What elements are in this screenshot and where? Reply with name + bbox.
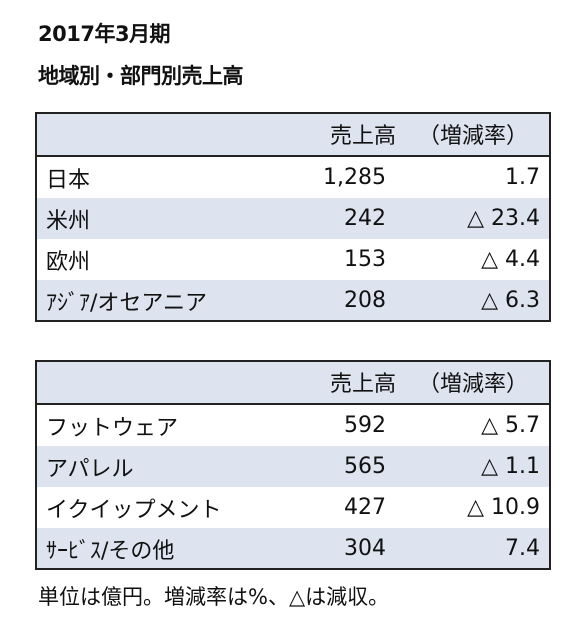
table-row: 日本 1,285 1.7: [36, 156, 550, 198]
region-change: △ 6.3: [396, 280, 550, 321]
segment-sales: 592: [246, 404, 396, 446]
segment-change: △ 10.9: [396, 487, 550, 528]
segment-name: ｻｰﾋﾞｽ/その他: [36, 528, 246, 569]
header-blank: [36, 113, 246, 156]
table-header-row: 売上高 （増減率）: [36, 361, 550, 404]
fiscal-period-title: 2017年3月期: [38, 22, 171, 46]
region-change: 1.7: [396, 156, 550, 198]
table-row: アパレル 565 △ 1.1: [36, 446, 550, 487]
table-header-row: 売上高 （増減率）: [36, 113, 550, 156]
table-row: ｻｰﾋﾞｽ/その他 304 7.4: [36, 528, 550, 569]
table-row: 欧州 153 △ 4.4: [36, 239, 550, 280]
segment-name: イクイップメント: [36, 487, 246, 528]
header-change: （増減率）: [396, 361, 550, 404]
segment-change: △ 5.7: [396, 404, 550, 446]
segment-sales: 304: [246, 528, 396, 569]
table-row: 米州 242 △ 23.4: [36, 198, 550, 239]
footnote: 単位は億円。増減率は%、△は減収。: [38, 585, 390, 609]
table-row: フットウェア 592 △ 5.7: [36, 404, 550, 446]
region-name: ｱｼﾞｱ/オセアニア: [36, 280, 246, 321]
header-sales: 売上高: [246, 113, 396, 156]
region-sales: 1,285: [246, 156, 396, 198]
segment-name: フットウェア: [36, 404, 246, 446]
region-sales: 153: [246, 239, 396, 280]
region-name: 日本: [36, 156, 246, 198]
region-change: △ 23.4: [396, 198, 550, 239]
segment-sales-table: 売上高 （増減率） フットウェア 592 △ 5.7 アパレル 565 △ 1.…: [35, 360, 551, 570]
segment-change: 7.4: [396, 528, 550, 569]
section-title: 地域別・部門別売上高: [38, 64, 244, 88]
segment-sales: 427: [246, 487, 396, 528]
segment-sales: 565: [246, 446, 396, 487]
header-change: （増減率）: [396, 113, 550, 156]
region-name: 欧州: [36, 239, 246, 280]
header-blank: [36, 361, 246, 404]
region-change: △ 4.4: [396, 239, 550, 280]
region-sales-table: 売上高 （増減率） 日本 1,285 1.7 米州 242 △ 23.4 欧州 …: [35, 112, 551, 322]
region-sales: 208: [246, 280, 396, 321]
region-name: 米州: [36, 198, 246, 239]
table-row: ｱｼﾞｱ/オセアニア 208 △ 6.3: [36, 280, 550, 321]
header-sales: 売上高: [246, 361, 396, 404]
region-sales: 242: [246, 198, 396, 239]
segment-change: △ 1.1: [396, 446, 550, 487]
table-row: イクイップメント 427 △ 10.9: [36, 487, 550, 528]
segment-name: アパレル: [36, 446, 246, 487]
